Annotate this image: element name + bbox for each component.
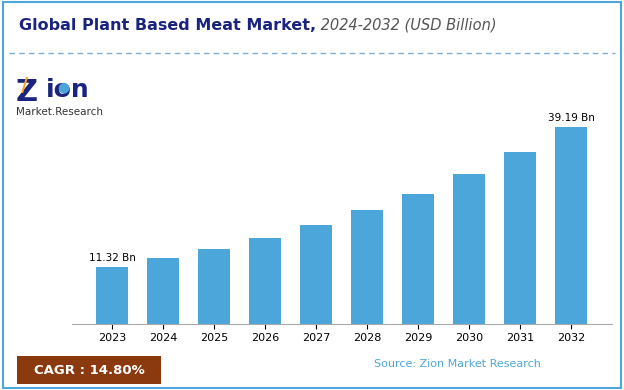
Bar <box>147 259 179 324</box>
Bar <box>250 238 281 324</box>
Bar <box>351 210 383 324</box>
Text: 39.19 Bn: 39.19 Bn <box>548 113 595 123</box>
Bar <box>454 174 485 324</box>
Bar <box>555 127 587 324</box>
Text: Market.Research: Market.Research <box>16 107 102 117</box>
Text: CAGR : 14.80%: CAGR : 14.80% <box>34 363 145 377</box>
Bar <box>96 267 128 324</box>
Bar <box>504 152 536 324</box>
Bar <box>198 249 230 324</box>
Text: Z: Z <box>16 78 37 107</box>
Text: ●: ● <box>57 80 69 94</box>
Bar <box>300 225 332 324</box>
Text: 2024-2032 (USD Billion): 2024-2032 (USD Billion) <box>316 18 497 32</box>
Bar <box>402 194 434 324</box>
Text: 11.32 Bn: 11.32 Bn <box>89 253 135 263</box>
Text: Source: Zion Market Research: Source: Zion Market Research <box>374 358 541 369</box>
Text: Global Plant Based Meat Market,: Global Plant Based Meat Market, <box>19 18 316 32</box>
Text: ion: ion <box>46 78 89 102</box>
Text: /: / <box>21 76 27 95</box>
